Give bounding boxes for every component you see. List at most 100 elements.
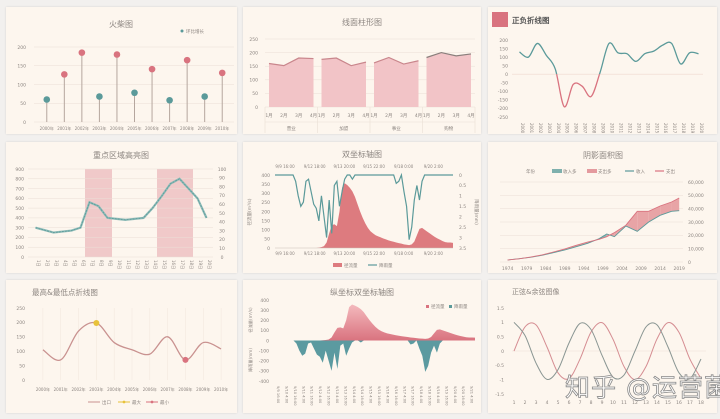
x-tick-label: 2005年	[127, 125, 141, 131]
y-tick-label: 50	[252, 91, 258, 97]
y-tick-label: 700	[15, 186, 24, 192]
y-tick-label: 300	[15, 225, 24, 231]
month-label: 1月	[318, 113, 325, 119]
y-tick-label: 50	[20, 101, 26, 107]
x-tick-label: 2003年	[89, 386, 103, 392]
x-tick-label: 2011	[618, 123, 623, 134]
x-tick-label: 9/16 16:00	[394, 386, 398, 406]
y-tick-label: 50,000	[688, 193, 704, 199]
runoff-area	[273, 304, 475, 341]
lollipop-dot	[166, 96, 173, 104]
x-tick-label: 2006年	[145, 125, 159, 131]
x-tick-label: 2003年	[92, 125, 106, 131]
month-label: 1月	[265, 113, 272, 119]
x-tick-label: 2006	[574, 123, 579, 134]
panel-sin-cos: 正弦&余弦图像 -1.5 -1 -0.5 0 0.5 1 1.5 1 2 3 4 5 6 7 8 9 10 11 12…	[488, 280, 717, 413]
x-tick-label: 3日	[54, 260, 59, 267]
panel-pos-neg-line: 正负折线图 -250 -200 -150 -100 -50 0 50 100 150 200 2000…	[488, 7, 717, 134]
x-tick-label: 3	[535, 400, 538, 406]
legend-swatch-runoff	[333, 263, 342, 267]
x-tick-label: 9日	[108, 260, 113, 267]
y-tick-label: -300	[259, 369, 269, 375]
x-tick-label: 9/12 16:00	[327, 386, 331, 406]
y-tick-label: 200	[249, 50, 258, 56]
bottom-x-tick-label: 9/12 18:00	[304, 251, 326, 256]
legend-label: 径流量	[431, 303, 445, 310]
y-tick-label: 100	[17, 82, 26, 88]
y-tick-label: 200	[260, 318, 269, 324]
panel-max-min: 最高&最低点折线图 0 50 100 150 200 250 2000年 2001年 2002年 2…	[6, 280, 237, 413]
area-column	[321, 58, 366, 107]
top-x-tick-label: 9/9 16:00	[275, 164, 295, 169]
y-tick-label: 0	[688, 260, 691, 266]
max-min-line-chart: 最高&最低点折线图 0 50 100 150 200 250 2000年 2001年 2002年 2…	[16, 287, 228, 406]
x-tick-label: 4	[546, 400, 549, 406]
y-tick-label: 0.5	[497, 334, 504, 340]
x-tick-label: 2005年	[125, 386, 139, 392]
x-tick-label: 2015	[654, 123, 659, 134]
x-tick-label: 2017	[672, 123, 677, 134]
x-tick-label: 2018	[681, 123, 686, 134]
x-tick-label: 2006年	[143, 386, 157, 392]
legend-marker	[150, 400, 154, 404]
group-label: 事业	[392, 125, 401, 132]
y-tick-label: 150	[261, 218, 270, 224]
month-label: 2月	[280, 113, 287, 119]
x-tick-label: 2019	[673, 266, 685, 272]
month-label: 4月	[362, 113, 369, 119]
y2-axis-title: 降雨量(mm)	[473, 199, 480, 225]
x-tick-label: 9/16 4:00	[385, 386, 389, 404]
legend-label: 最大	[132, 399, 141, 406]
y-tick-label: 150	[17, 64, 26, 70]
y-tick-label: 100	[249, 78, 258, 84]
x-tick-label: 9/15 4:00	[369, 386, 373, 404]
lollipop-dot	[96, 93, 103, 100]
x-tick-label: 2000	[520, 123, 525, 134]
group-label: 营业	[287, 125, 296, 132]
y-tick-label: 250	[249, 37, 258, 43]
x-tick-label: 2014	[645, 123, 650, 134]
x-tick-label: 2003	[547, 123, 552, 134]
legend-label: 径流量	[344, 262, 358, 269]
x-tick-label: 2009年	[196, 386, 210, 392]
x-tick-label: 2012	[627, 123, 632, 134]
min-marker	[182, 356, 189, 363]
legend-label: 收入多	[563, 168, 577, 175]
x-tick-label: 5	[557, 400, 560, 406]
legend-label: 支出	[666, 168, 675, 175]
max-marker	[93, 319, 100, 326]
series-line-dashed	[35, 178, 207, 233]
y-tick-label: 150	[249, 64, 258, 70]
y-tick-label: 600	[15, 196, 24, 202]
month-label: 3月	[452, 113, 459, 119]
x-tick-label: 2020	[699, 123, 704, 134]
negative-line	[555, 74, 601, 108]
group-label: 购物	[444, 125, 453, 132]
x-tick-label: 4日	[63, 260, 68, 267]
panel-shadow-area: 阴影面积图 年份 收入多 支出多 收入 支出 0 10,000 20,000 30,000 40,0…	[488, 142, 717, 273]
y-tick-label: 300	[260, 308, 269, 314]
month-label: 4月	[467, 113, 474, 119]
lollipop-dot	[218, 69, 226, 77]
x-tick-label: 2008年	[178, 386, 192, 392]
x-tick-label: 8日	[99, 260, 104, 267]
y-axis-title-top: 径流量(m³/s)	[247, 307, 254, 333]
x-tick-label: 14日	[153, 260, 158, 269]
highlight-chart: 重点区域高亮图 0 100 200 300 400 500 600 700 800 900 0 10 20…	[15, 150, 226, 269]
legend-label: 环比增长	[186, 28, 204, 35]
x-tick-label: 5日	[72, 260, 77, 267]
month-label: 4月	[415, 113, 422, 119]
x-tick-label: 2004	[556, 123, 561, 134]
chart-title: 重点区域高亮图	[93, 150, 149, 160]
y-tick-label: -200	[259, 359, 269, 365]
x-tick-label: 2000年	[36, 386, 50, 392]
x-tick-label: 9/18 16:00	[428, 386, 432, 406]
y-tick-label: 1.5	[459, 204, 466, 210]
y-tick-label: 0	[267, 246, 270, 252]
legend-label: 出口	[102, 399, 111, 406]
x-tick-label: 8	[590, 400, 593, 406]
group-label: 加盟	[339, 125, 348, 132]
y-tick-label: 80	[219, 184, 225, 190]
y-tick-label: -1	[500, 377, 505, 383]
highlight-band	[157, 169, 193, 257]
